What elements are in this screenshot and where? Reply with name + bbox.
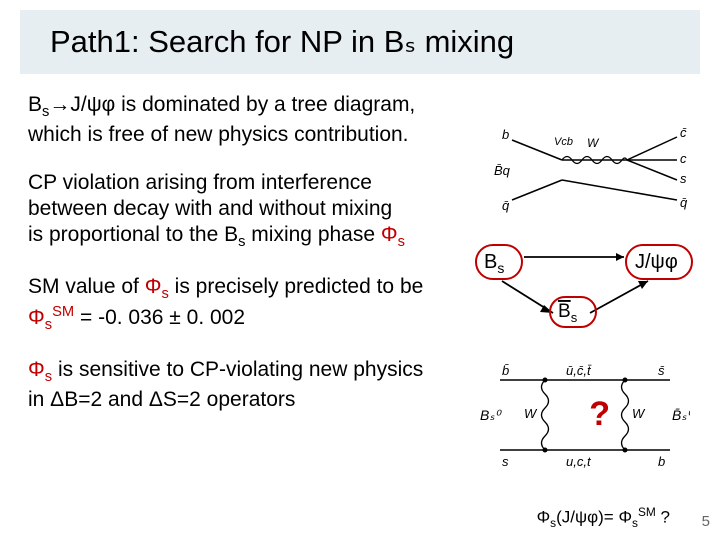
t: in ΔB=2 and ΔS=2 operators — [28, 388, 295, 411]
para-4: Φs is sensitive to CP-violating new phys… — [28, 357, 478, 413]
lbl: Vcb — [554, 136, 573, 148]
page-title: Path1: Search for NP in Bₛ mixing — [50, 24, 670, 60]
t: CP violation arising from interference — [28, 171, 372, 194]
t: Φ — [28, 358, 45, 381]
lbl: s̄ — [658, 363, 665, 378]
lbl: b — [502, 127, 509, 142]
bs-label: Bs — [484, 251, 504, 276]
lbl: q̄ — [680, 195, 688, 210]
lbl: B̄q — [494, 163, 511, 178]
phi-s: Φs — [145, 275, 169, 298]
t: is sensitive to CP-violating new physics — [52, 358, 423, 381]
t: Φ — [537, 508, 551, 527]
lbl: b̄ — [502, 363, 509, 378]
bsbar-label: Bs — [558, 301, 578, 325]
lbl: u,c,t — [566, 454, 592, 469]
phi-s: Φs — [28, 358, 52, 381]
t: Φ — [381, 223, 398, 246]
t: Φ — [28, 306, 45, 329]
feynman-box-diagram: b̄ s s̄ b ū,c̄,t̄ u,c,t W W Bₛ⁰ B̄ₛ⁰ — [480, 360, 690, 470]
t: which is free of new physics contributio… — [28, 123, 409, 146]
para-3: SM value of Φs is precisely predicted to… — [28, 274, 478, 335]
mixing-bubble-diagram: Bs J/ψφ Bs — [468, 235, 698, 330]
lbl: W — [524, 406, 538, 421]
t: Φ — [145, 275, 162, 298]
phi-s: Φs — [381, 223, 405, 246]
page-number: 5 — [702, 513, 710, 530]
lbl: s — [680, 171, 687, 186]
para-1: Bs→J/ψφ is dominated by a tree diagram, … — [28, 92, 468, 148]
lbl: Bₛ⁰ — [480, 407, 503, 423]
t: B — [28, 93, 42, 116]
t: SM value of — [28, 275, 145, 298]
question-mark: ? — [589, 395, 610, 434]
title-bar: Path1: Search for NP in Bₛ mixing — [20, 10, 700, 74]
t: between decay with and without mixing — [28, 197, 392, 220]
t: is precisely predicted to be — [169, 275, 423, 298]
t: mixing phase — [245, 223, 380, 246]
lbl: b — [658, 454, 665, 469]
lbl: W — [587, 136, 600, 150]
lbl: c — [680, 151, 687, 166]
t: is proportional to the B — [28, 223, 238, 246]
t: (J/ψφ)= Φ — [556, 508, 632, 527]
lbl: q̄ — [502, 198, 510, 213]
lbl: ū,c̄,t̄ — [566, 363, 592, 378]
caption-formula: Φs(J/ψφ)= ΦsSM ? — [537, 505, 670, 530]
t: ? — [656, 508, 670, 527]
para-2: CP violation arising from interference b… — [28, 170, 468, 252]
lbl: s — [502, 454, 509, 469]
feynman-tree-diagram: b B̄q q̄ W Vcb c̄ c s q̄ — [492, 125, 692, 215]
lbl: B̄ₛ⁰ — [672, 407, 690, 423]
t: →J/ψφ is dominated by a tree diagram, — [49, 93, 415, 116]
lbl: c̄ — [680, 125, 687, 140]
phi-s-sm: ΦsSM — [28, 306, 74, 329]
t: = -0. 036 ± 0. 002 — [74, 306, 245, 329]
jpsiphi-label: J/ψφ — [635, 251, 678, 273]
lbl: W — [632, 406, 646, 421]
